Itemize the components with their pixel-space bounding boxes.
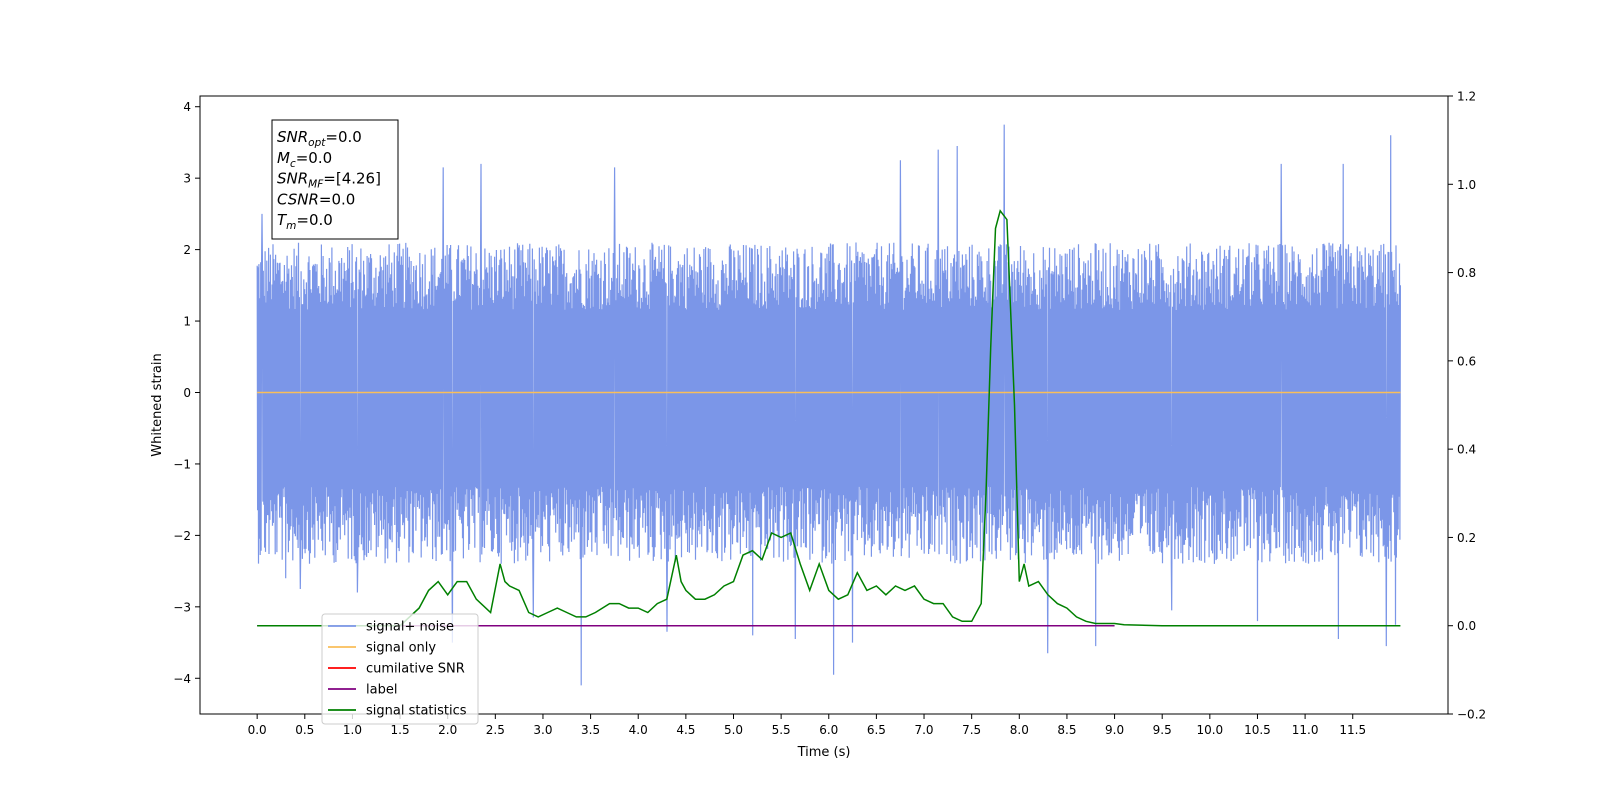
y-tick-label: 2 <box>183 243 191 257</box>
x-tick-label: 8.0 <box>1010 723 1029 737</box>
x-tick-label: 6.5 <box>867 723 886 737</box>
x-tick-label: 9.0 <box>1105 723 1124 737</box>
annotation-line: SNRopt=0.0 <box>277 128 362 149</box>
annotation-line: Tm=0.0 <box>277 211 333 232</box>
legend-frame <box>321 613 479 725</box>
annotation-line: CSNR=0.0 <box>277 190 355 208</box>
y2-tick-label: 1.2 <box>1457 90 1476 104</box>
y2-tick-label: −0.2 <box>1457 708 1486 722</box>
legend-label: signal only <box>366 641 436 656</box>
x-tick-label: 0.5 <box>295 723 314 737</box>
legend-label: cumilative SNR <box>366 662 465 677</box>
y-tick-label: −3 <box>173 600 191 614</box>
x-tick-label: 3.5 <box>581 723 600 737</box>
signal-plus-noise-line <box>256 124 1401 686</box>
y-tick-label: 0 <box>183 386 191 400</box>
legend-label: signal statistics <box>366 704 467 719</box>
x-tick-label: 0.0 <box>248 723 267 737</box>
y-tick-label: 1 <box>183 315 191 329</box>
x-tick-label: 11.0 <box>1292 723 1319 737</box>
y-tick-label: −4 <box>173 672 191 686</box>
y2-tick-label: 0.8 <box>1457 266 1476 280</box>
annotation-frame <box>271 119 399 240</box>
annotation-line: Mc=0.0 <box>277 149 332 170</box>
x-axis-label: Time (s) <box>797 745 851 760</box>
x-tick-label: 8.5 <box>1057 723 1076 737</box>
y2-tick-label: 1.0 <box>1457 178 1476 192</box>
legend: signal+ noise signal only cumilative SNR la… <box>321 613 479 725</box>
signal-statistics-line <box>257 209 1401 627</box>
x-tick-label: 5.5 <box>772 723 791 737</box>
y2-tick-label: 0.0 <box>1457 619 1476 633</box>
y2-tick-label: 0.4 <box>1457 443 1476 457</box>
x-tick-label: 9.5 <box>1153 723 1172 737</box>
legend-label: signal+ noise <box>366 620 454 635</box>
x-tick-label: 7.5 <box>962 723 981 737</box>
x-tick-label: 11.5 <box>1339 723 1366 737</box>
y-tick-label: −2 <box>173 529 191 543</box>
y2-tick-label: 0.6 <box>1457 354 1476 368</box>
x-tick-label: 5.0 <box>724 723 743 737</box>
y-axis-label: Whitened strain <box>150 353 165 456</box>
x-tick-label: 3.0 <box>533 723 552 737</box>
legend-label: label <box>366 683 397 698</box>
x-tick-label: 1.0 <box>343 723 362 737</box>
x-tick-label: 4.0 <box>629 723 648 737</box>
x-tick-label: 10.0 <box>1196 723 1223 737</box>
x-tick-label: 10.5 <box>1244 723 1271 737</box>
y-tick-label: 3 <box>183 172 191 186</box>
plot-frame <box>199 95 1449 715</box>
y2-tick-label: 0.2 <box>1457 531 1476 545</box>
x-tick-label: 4.5 <box>676 723 695 737</box>
y-tick-label: 4 <box>183 100 191 114</box>
x-tick-label: 2.5 <box>486 723 505 737</box>
x-tick-label: 6.0 <box>819 723 838 737</box>
x-tick-label: 1.5 <box>391 723 410 737</box>
annotation-line: SNRMF=[4.26] <box>277 170 381 191</box>
x-tick-label: 7.0 <box>914 723 933 737</box>
y-tick-label: −1 <box>173 457 191 471</box>
x-tick-label: 2.0 <box>438 723 457 737</box>
